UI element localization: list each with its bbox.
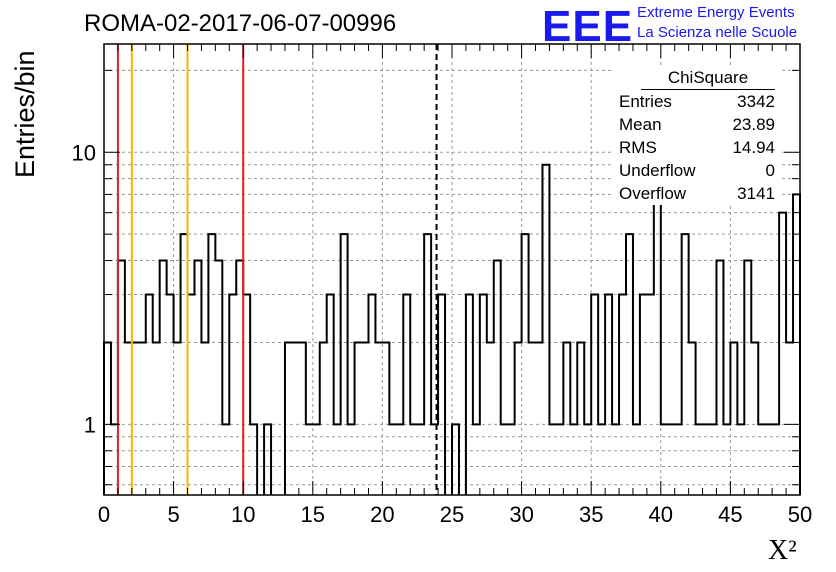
eee-logo: EEE [542, 2, 634, 51]
stats-value: 0 [765, 161, 775, 180]
x-tick-label: 50 [788, 502, 812, 527]
stats-label: Overflow [619, 184, 687, 203]
x-tick-label: 5 [167, 502, 179, 527]
x-tick-label: 20 [370, 502, 394, 527]
stats-title: ChiSquare [641, 66, 775, 90]
stats-label: RMS [619, 138, 657, 157]
stats-value: 3141 [737, 184, 775, 203]
x-axis-label: X² [768, 535, 797, 566]
y-tick-label: 10 [72, 140, 96, 165]
x-tick-label: 25 [440, 502, 464, 527]
brand-line-1: Extreme Energy Events [637, 4, 795, 21]
stats-row: Mean 23.89 [611, 113, 781, 136]
x-tick-label: 15 [301, 502, 325, 527]
stats-label: Underflow [619, 161, 696, 180]
stats-label: Entries [619, 92, 672, 111]
stats-box: ChiSquare Entries 3342 Mean 23.89 RMS 14… [611, 66, 781, 205]
stats-row: RMS 14.94 [611, 136, 781, 159]
x-tick-label: 30 [509, 502, 533, 527]
x-tick-label: 45 [718, 502, 742, 527]
stats-value: 3342 [737, 92, 775, 111]
stats-row: Entries 3342 [611, 90, 781, 113]
x-tick-label: 40 [649, 502, 673, 527]
y-tick-label: 1 [84, 412, 96, 437]
x-tick-label: 10 [231, 502, 255, 527]
brand-line-2: La Scienza nelle Scuole [637, 24, 798, 41]
stats-label: Mean [619, 115, 662, 134]
stats-row: Overflow 3141 [611, 182, 781, 205]
stats-row: Underflow 0 [611, 159, 781, 182]
histogram-step-line [103, 129, 801, 495]
stats-value: 14.94 [732, 138, 775, 157]
x-tick-label: 0 [98, 502, 110, 527]
x-tick-label: 35 [579, 502, 603, 527]
run-title: ROMA-02-2017-06-07-00996 [84, 10, 397, 37]
stats-value: 23.89 [732, 115, 775, 134]
y-axis-label: Entries/bin [10, 50, 40, 178]
